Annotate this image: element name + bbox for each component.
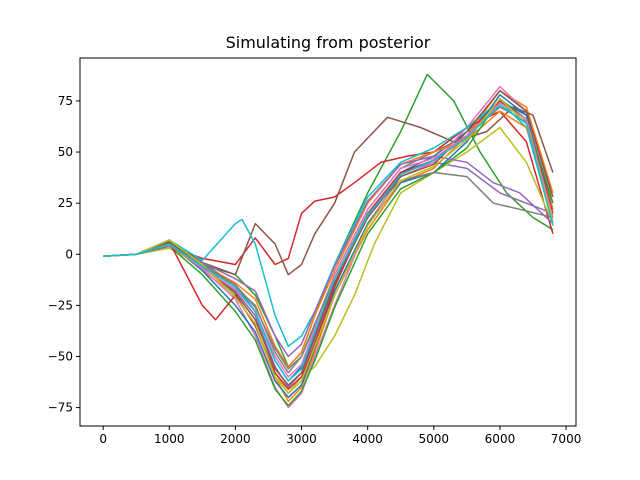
y-axis-ticks: −75 −50 −25 0 25 50 75 [48,94,80,415]
x-tick-label: 2000 [220,432,251,446]
y-tick-label: 50 [58,145,73,159]
y-tick-label: 0 [65,247,73,261]
series-line-10 [103,100,554,348]
series-line-20 [103,104,554,382]
series-line-12 [103,110,554,368]
x-tick-label: 6000 [485,432,516,446]
y-tick-label: −75 [48,401,73,415]
series-lines [103,73,554,409]
series-line-15 [103,155,554,358]
plot-frame [79,57,577,427]
series-line-18 [103,171,554,370]
series-line-16 [103,89,554,386]
chart-title: Simulating from posterior [226,33,431,52]
x-tick-label: 1000 [154,432,185,446]
x-tick-label: 7000 [551,432,582,446]
y-tick-label: 25 [58,196,73,210]
x-tick-label: 4000 [352,432,383,446]
series-line-13 [103,98,554,407]
x-axis-ticks: 0 1000 2000 3000 4000 5000 6000 7000 [99,426,581,446]
y-tick-label: −50 [48,349,73,363]
x-tick-label: 0 [99,432,107,446]
series-line-17 [103,102,554,378]
y-tick-label: −25 [48,298,73,312]
x-tick-label: 5000 [419,432,450,446]
y-tick-label: 75 [58,94,73,108]
x-tick-label: 3000 [286,432,317,446]
series-line-9 [103,126,554,395]
